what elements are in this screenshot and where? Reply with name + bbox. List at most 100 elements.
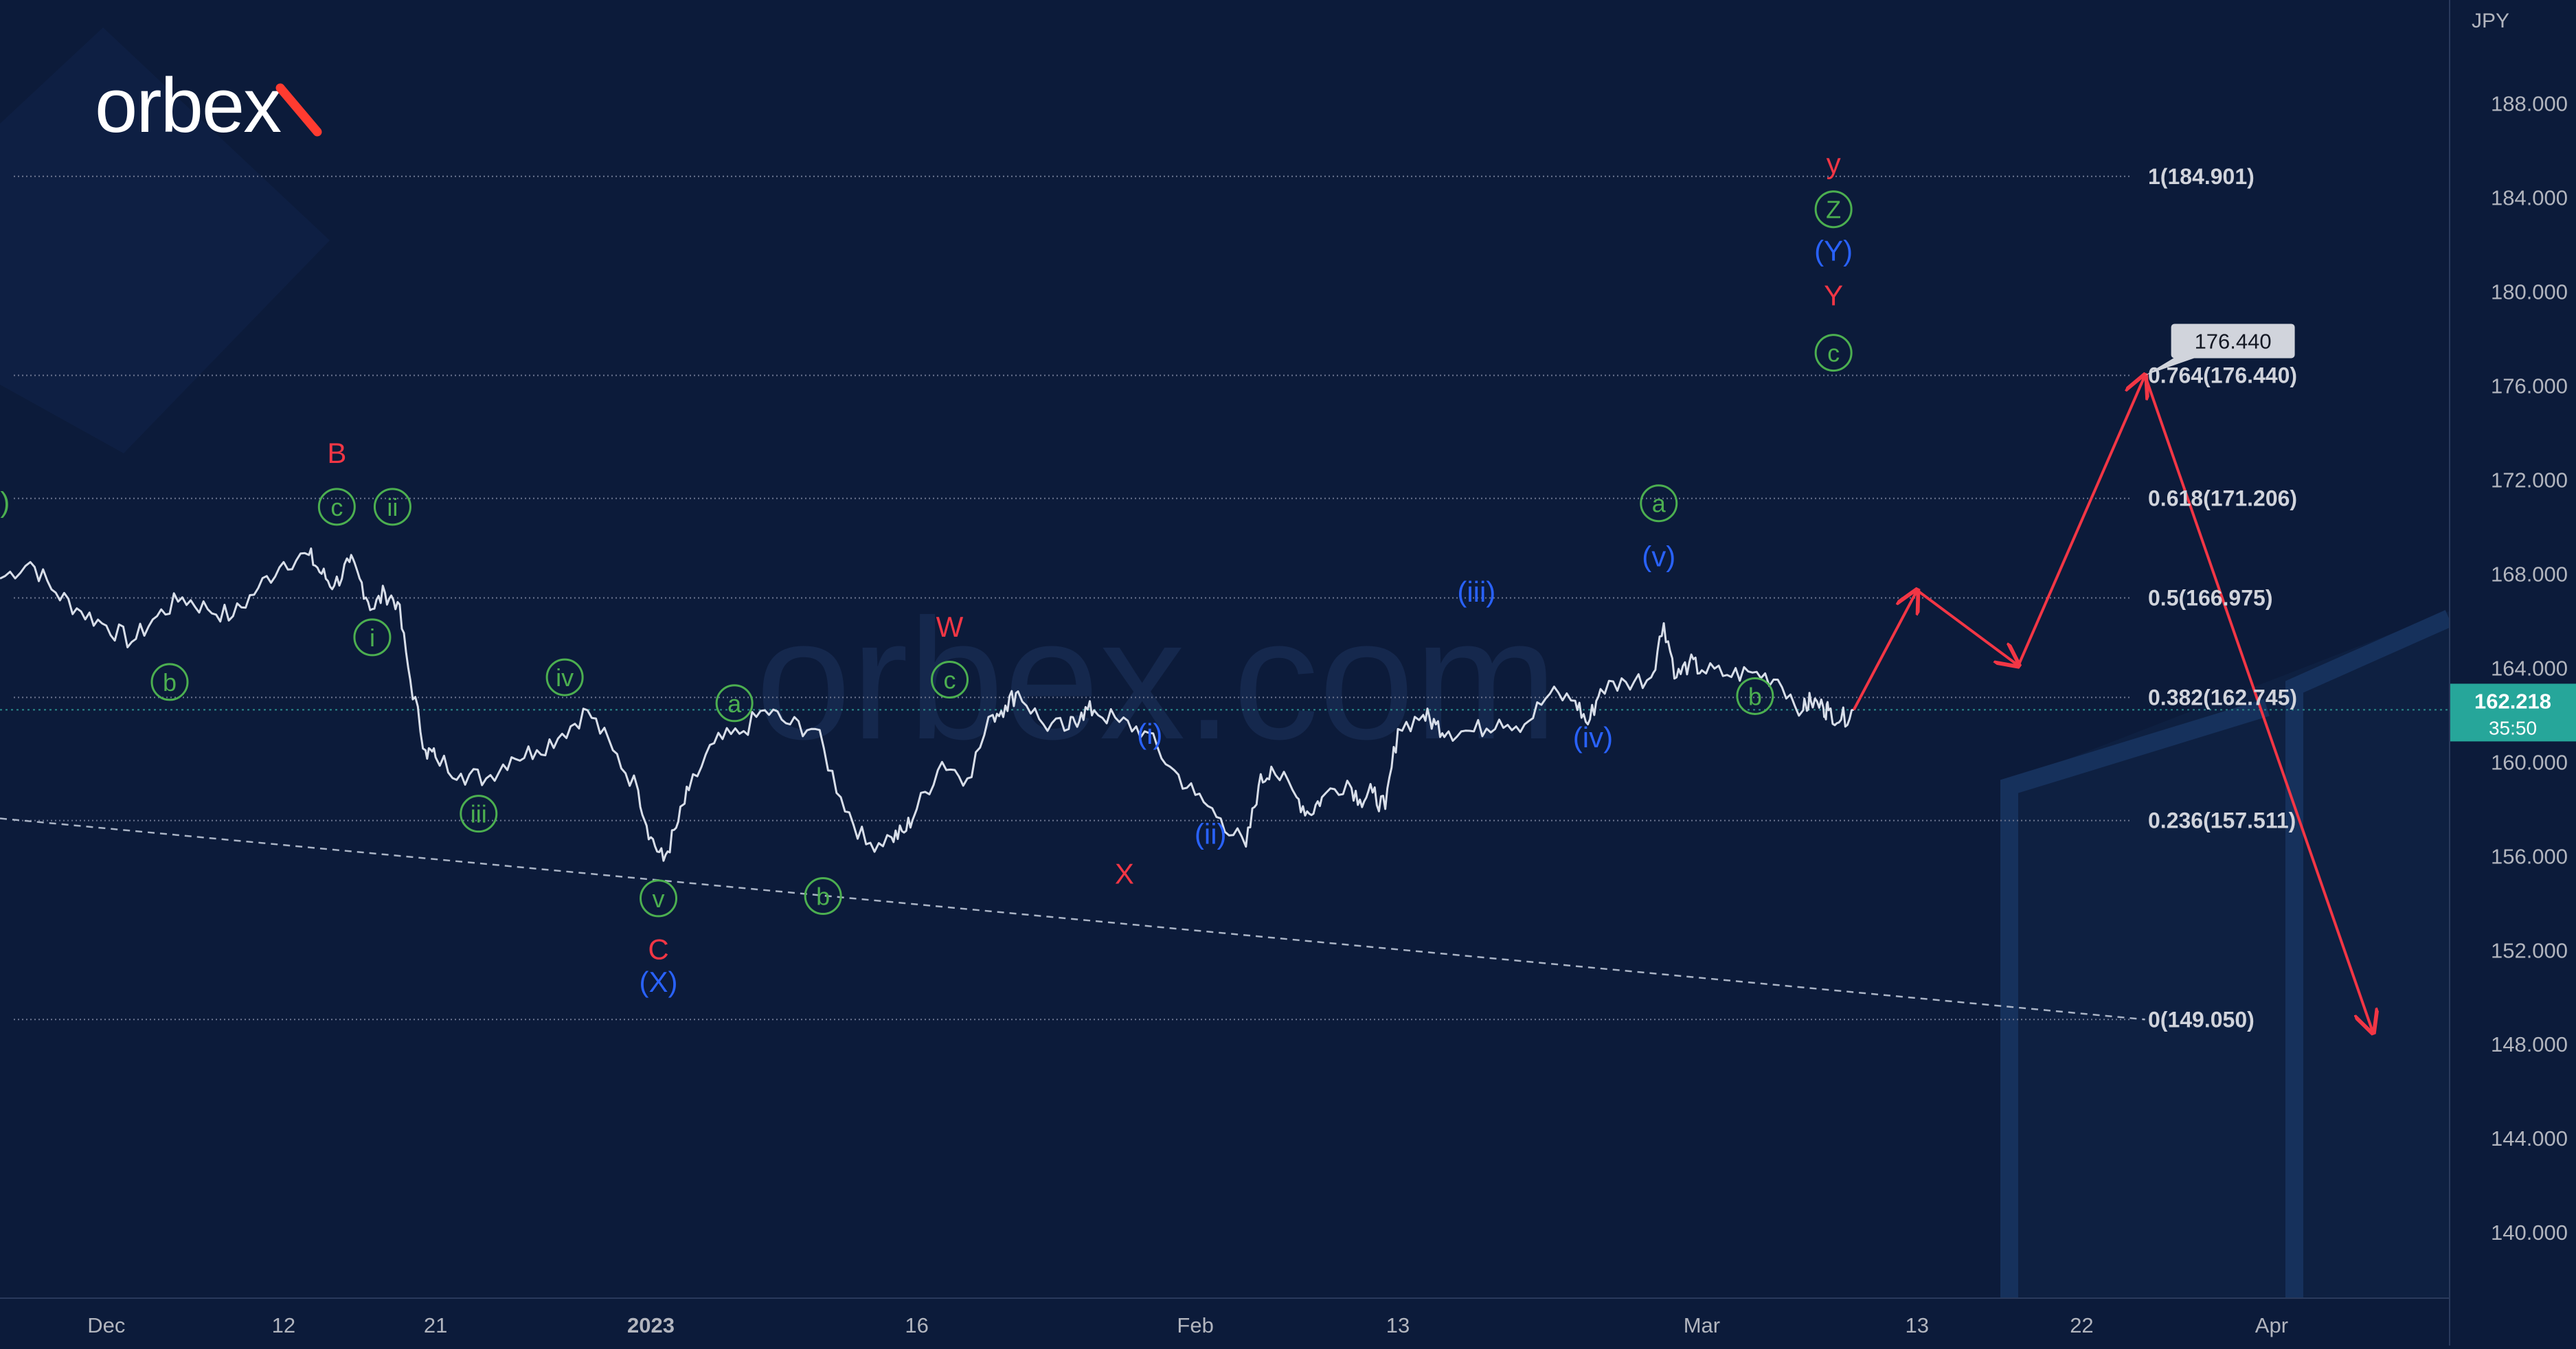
wave-label: iii (471, 800, 487, 828)
wave-label-ring (1814, 334, 1853, 372)
wave-label: v (653, 885, 665, 913)
wave-label: (iii) (1457, 576, 1495, 608)
fib-level-label: 0.5(166.975) (2148, 586, 2272, 611)
elliott-wave-labels: )bciiiBiiiivvC(X)abcW(i)X(ii)(iii)(iv)(v… (0, 148, 1853, 999)
current-price-value: 162.218 (2474, 689, 2551, 713)
wave-label: a (1652, 490, 1667, 518)
price-tick-label: 152.000 (2491, 938, 2568, 962)
wave-label-ring (1814, 190, 1853, 229)
orbex-logo: orbex (95, 63, 322, 148)
current-price-badge: 162.218 35:50 (2450, 683, 2576, 742)
forecast-projection (1852, 374, 2373, 1032)
price-ticks: 140.000 144.000 148.000 152.000 156.000 160.0… (2491, 92, 2568, 1245)
wave-label: Z (1826, 196, 1841, 224)
fib-level-label: 0(149.050) (2148, 1007, 2255, 1032)
support-trendline (0, 817, 2145, 1021)
price-tick-label: 148.000 (2491, 1032, 2568, 1056)
price-tick-label: 164.000 (2491, 656, 2568, 680)
callout-pointer (2145, 355, 2202, 376)
wave-label: iv (556, 664, 574, 692)
wave-label-ring (640, 879, 678, 918)
decor-shape (2006, 611, 2449, 1298)
price-series (0, 547, 1854, 862)
fib-level-label: 0.618(171.206) (2148, 486, 2297, 511)
wave-label: (v) (1642, 540, 1675, 572)
wave-label: c (1827, 339, 1840, 367)
wave-label: (X) (640, 966, 678, 998)
wave-label: (i) (1137, 718, 1162, 750)
wave-label: i (370, 624, 375, 652)
price-tick-label: 188.000 (2491, 92, 2568, 116)
callout-value: 176.440 (2195, 329, 2272, 353)
time-tick-label: 12 (272, 1313, 295, 1337)
projection-arrow (1916, 589, 2018, 666)
price-tick-label: 144.000 (2491, 1126, 2568, 1150)
wave-label: C (648, 933, 668, 965)
wave-label: W (936, 611, 964, 643)
wave-label-ring (545, 658, 584, 696)
price-tick-label: 184.000 (2491, 186, 2568, 210)
wave-label: a (727, 690, 742, 718)
wave-label: b (1748, 682, 1762, 710)
decor-shape (0, 27, 330, 453)
fib-level-label: 1(184.901) (2148, 164, 2255, 189)
time-tick-label: 2023 (627, 1313, 675, 1337)
wave-label-ring (804, 877, 842, 916)
wave-label: (Y) (1814, 234, 1853, 267)
price-tick-label: 176.000 (2491, 374, 2568, 398)
time-tick-label: Apr (2255, 1313, 2288, 1337)
wave-label: (iv) (1573, 721, 1613, 753)
wave-label-ring (150, 663, 189, 701)
time-tick-label: 22 (2070, 1313, 2093, 1337)
time-tick-label: 16 (905, 1313, 928, 1337)
wave-label: y (1827, 148, 1841, 180)
price-tick-label: 172.000 (2491, 468, 2568, 492)
wave-label-ring (373, 488, 411, 526)
bar-countdown: 35:50 (2489, 717, 2537, 738)
time-ticks: Dec 12 21 2023 16 Feb 13 Mar 13 22 Apr (87, 1313, 2288, 1337)
time-tick-label: 13 (1906, 1313, 1929, 1337)
decor-shape (2285, 610, 2453, 1298)
wave-label-ring (460, 795, 498, 833)
time-tick-label: Mar (1684, 1313, 1720, 1337)
time-tick-label: 21 (424, 1313, 447, 1337)
wave-label: X (1115, 858, 1134, 890)
price-tick-label: 168.000 (2491, 562, 2568, 586)
wave-label-ring (353, 618, 392, 657)
time-tick-label: Feb (1177, 1313, 1213, 1337)
fibonacci-labels: 1(184.901) 0.764(176.440) 0.618(171.206) 0.… (2148, 164, 2297, 1032)
price-axis-background (2449, 0, 2576, 1346)
wave-label: c (330, 493, 343, 521)
wave-label-ring (1640, 484, 1678, 523)
wave-label: c (943, 666, 956, 694)
time-tick-label: Dec (87, 1313, 125, 1337)
currency-label: JPY (2472, 10, 2509, 32)
wave-label: b (816, 883, 830, 911)
time-tick-label: 13 (1386, 1313, 1410, 1337)
wave-label-ring (930, 661, 969, 699)
logo-text: orbex (95, 63, 281, 148)
wave-label: ) (0, 486, 10, 519)
time-axis[interactable]: Dec 12 21 2023 16 Feb 13 Mar 13 22 Apr (0, 1297, 2449, 1337)
wave-label-ring (317, 488, 356, 526)
price-tick-label: 140.000 (2491, 1221, 2568, 1245)
callout-box (2171, 324, 2295, 359)
projection-arrow (2143, 374, 2373, 1032)
target-callout: 176.440 (2145, 324, 2295, 376)
badge-background (2450, 683, 2576, 742)
logo-x-accent (275, 83, 322, 137)
projection-arrow (2017, 375, 2145, 666)
price-tick-label: 180.000 (2491, 280, 2568, 304)
price-axis[interactable]: JPY 140.000 144.000 148.000 152.000 156.000 1… (2449, 0, 2576, 1346)
fib-level-label: 0.236(157.511) (2148, 808, 2296, 833)
decor-shape (2000, 699, 2270, 1298)
price-tick-label: 156.000 (2491, 844, 2568, 868)
wave-label: (ii) (1195, 817, 1227, 850)
wave-label: Y (1824, 279, 1843, 311)
wave-label: B (327, 437, 346, 469)
projection-arrow (1852, 590, 1917, 711)
wave-label: ii (387, 493, 398, 521)
wave-label-ring (715, 684, 754, 723)
